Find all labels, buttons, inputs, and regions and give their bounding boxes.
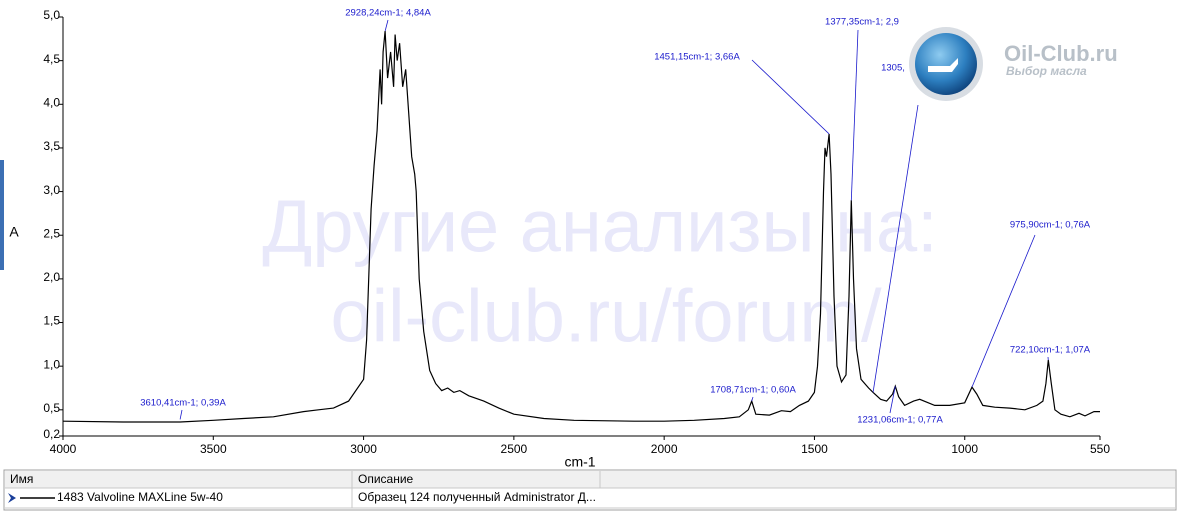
- x-tick-label: 2000: [651, 442, 678, 456]
- annotation-label: 975,90cm-1; 0,76A: [1010, 220, 1091, 231]
- x-tick-label: 1000: [951, 442, 978, 456]
- x-tick-label: 4000: [50, 442, 77, 456]
- side-scroll: [0, 160, 4, 270]
- table-cell: Образец 124 полученный Administrator Д..…: [358, 490, 596, 504]
- x-tick-label: 1500: [801, 442, 828, 456]
- y-tick-label: 2,5: [43, 226, 60, 240]
- annotation-leader: [751, 396, 754, 402]
- logo-icon: [928, 58, 958, 72]
- annotation-label: 1451,15cm-1; 3,66A: [654, 52, 740, 63]
- logo-subtitle: Выбор масла: [1006, 64, 1087, 78]
- annotation-label: 722,10cm-1; 1,07A: [1010, 345, 1091, 356]
- y-tick-label: 1,5: [43, 314, 60, 328]
- x-tick-label: 2500: [501, 442, 528, 456]
- watermark: Другие анализы на:: [262, 185, 937, 268]
- x-tick-label: 3000: [350, 442, 377, 456]
- annotation-label: 1708,71cm-1; 0,60A: [710, 385, 796, 396]
- column-header[interactable]: Имя: [10, 472, 33, 486]
- spectrum-line: [62, 30, 1100, 423]
- x-axis-label: cm-1: [564, 454, 595, 470]
- annotation-label: 3610,41cm-1; 0,39A: [140, 398, 226, 409]
- y-tick-label: 4,0: [43, 95, 60, 109]
- logo-title: Oil-Club.ru: [1004, 41, 1118, 66]
- x-tick-label: 3500: [200, 442, 227, 456]
- table-header: [5, 471, 1175, 488]
- annotation-label: 1231,06cm-1; 0,77A: [857, 415, 943, 426]
- y-tick-label: 0,5: [43, 401, 60, 415]
- table: Имя Описание 1483 Valvoline MAXLine 5w-4…: [3, 469, 1177, 511]
- y-tick-label: 3,5: [43, 139, 60, 153]
- row-pointer: [8, 493, 16, 503]
- y-tick-label: 1,0: [43, 357, 60, 371]
- y-axis-label: A: [9, 224, 19, 240]
- annotation-leader: [179, 409, 183, 420]
- column-header[interactable]: Описание: [358, 472, 414, 486]
- logo: Oil-Club.ru Выбор масла: [909, 27, 1118, 101]
- y-tick-label: 2,0: [43, 270, 60, 284]
- annotation-leader: [850, 29, 859, 201]
- annotation-label: 1377,35cm-1; 2,9: [825, 17, 899, 28]
- annotation-leader: [872, 104, 919, 393]
- annotation-leader: [384, 19, 389, 32]
- annotation-leader: [971, 234, 1036, 388]
- y-tick-label: 4,5: [43, 52, 60, 66]
- logo-badge: [915, 33, 977, 95]
- y-tick-label: 0,2: [43, 427, 60, 441]
- legend-entry[interactable]: 1483 Valvoline MAXLine 5w-40: [57, 490, 223, 504]
- annotation-leader: [889, 386, 896, 414]
- watermark: oil-club.ru/forum/: [330, 275, 882, 358]
- annotation-label: 2928,24cm-1; 4,84A: [345, 8, 431, 19]
- x-tick-label: 550: [1090, 442, 1110, 456]
- y-tick-label: 3,0: [43, 183, 60, 197]
- annotation-leader: [751, 59, 830, 135]
- y-tick-label: 5,0: [43, 8, 60, 22]
- annotation-label: 1305,: [881, 63, 905, 74]
